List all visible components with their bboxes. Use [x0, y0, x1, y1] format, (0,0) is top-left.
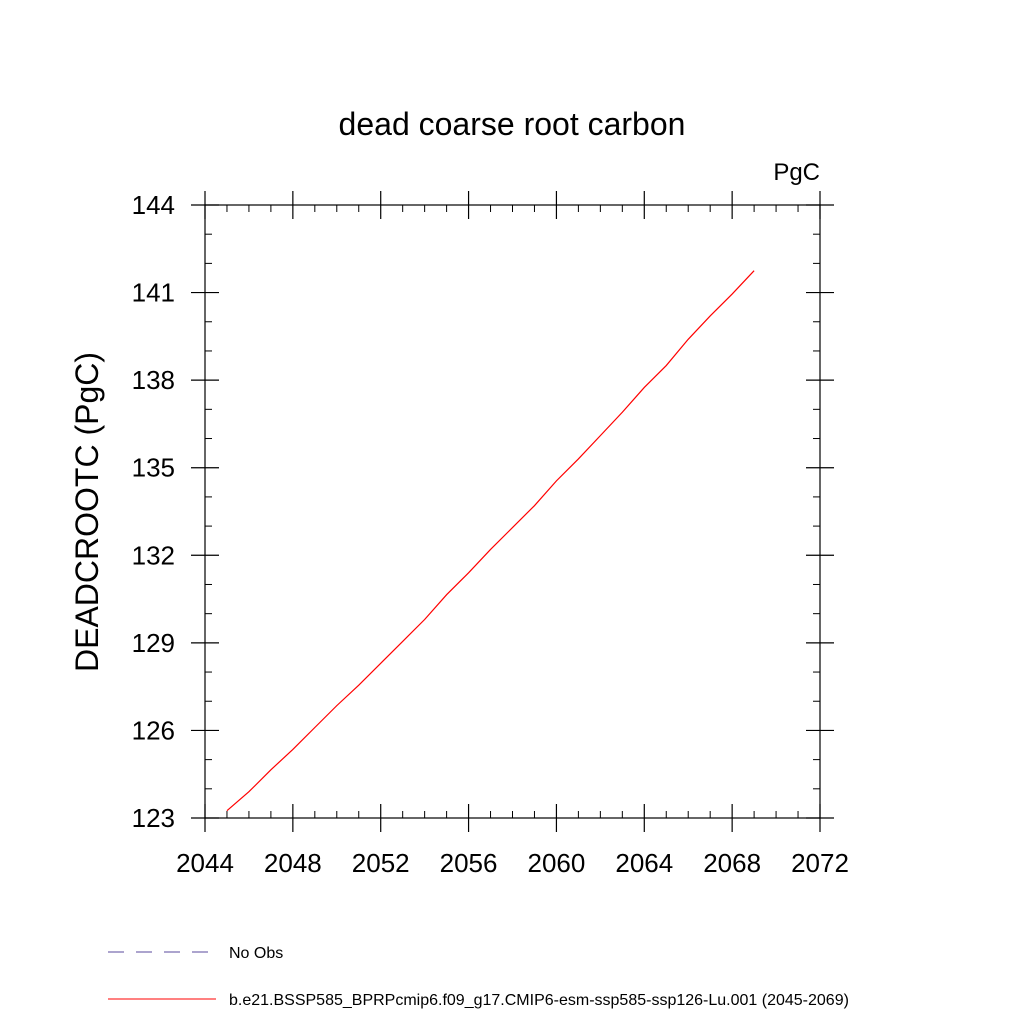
x-tick-label: 2052 [352, 848, 410, 878]
legend-label-0: No Obs [229, 945, 283, 962]
y-tick-label: 129 [132, 628, 175, 658]
y-tick-label: 141 [132, 278, 175, 308]
x-tick-label: 2056 [440, 848, 498, 878]
x-tick-label: 2068 [703, 848, 761, 878]
x-tick-label: 2072 [791, 848, 849, 878]
y-tick-label: 123 [132, 803, 175, 833]
x-tick-label: 2060 [528, 848, 586, 878]
series-line-1 [226, 270, 755, 812]
x-tick-label: 2048 [264, 848, 322, 878]
y-tick-label: 126 [132, 715, 175, 745]
y-tick-label: 138 [132, 365, 175, 395]
x-tick-label: 2044 [176, 848, 234, 878]
y-tick-label: 132 [132, 540, 175, 570]
y-axis-label: DEADCROOTC (PgC) [69, 352, 105, 672]
units-label: PgC [773, 159, 820, 186]
x-tick-label: 2064 [615, 848, 673, 878]
y-tick-label: 144 [132, 190, 175, 220]
legend: No Obs b.e21.BSSP585_BPRPcmip6.f09_g17.CM… [108, 945, 849, 1009]
legend-label-1: b.e21.BSSP585_BPRPcmip6.f09_g17.CMIP6-es… [229, 992, 849, 1009]
y-tick-label: 135 [132, 453, 175, 483]
chart-title: dead coarse root carbon [339, 106, 686, 142]
plot-frame [204, 204, 821, 819]
